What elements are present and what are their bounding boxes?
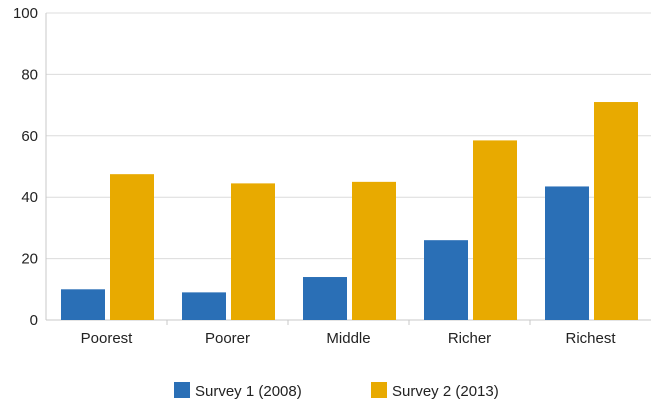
- y-tick-label: 80: [21, 66, 38, 83]
- axis-labels: 0 20 40 60 80 100 Poorest Poorer Middle Richer Ric…: [13, 5, 616, 347]
- x-tick-label: Richest: [565, 330, 616, 347]
- legend-swatch: [174, 382, 190, 398]
- y-tick-label: 60: [21, 128, 38, 145]
- legend: Survey 1 (2008) Survey 2 (2013): [174, 382, 499, 400]
- bar-poorest-series-2: [110, 174, 154, 320]
- bar-poorest-series-1: [61, 289, 105, 320]
- bar-richer-series-1: [424, 240, 468, 320]
- y-tick-label: 20: [21, 251, 38, 268]
- legend-label: Survey 2 (2013): [392, 383, 499, 400]
- bar-richer-series-2: [473, 140, 517, 320]
- y-tick-label: 40: [21, 189, 38, 206]
- y-tick-label: 0: [30, 312, 38, 329]
- legend-item-series-2[interactable]: Survey 2 (2013): [371, 382, 499, 400]
- bar-middle-series-1: [303, 277, 347, 320]
- bar-poorer-series-1: [182, 292, 226, 320]
- bar-richest-series-2: [594, 102, 638, 320]
- bar-richest-series-1: [545, 186, 589, 320]
- legend-label: Survey 1 (2008): [195, 383, 302, 400]
- x-tick-label: Richer: [448, 330, 491, 347]
- x-tick-label: Poorer: [205, 330, 250, 347]
- x-tick-label: Middle: [326, 330, 370, 347]
- bar-poorer-series-2: [231, 183, 275, 320]
- y-tick-label: 100: [13, 5, 38, 22]
- x-tick-label: Poorest: [81, 330, 134, 347]
- bar-middle-series-2: [352, 181, 396, 320]
- legend-swatch: [371, 382, 387, 398]
- legend-item-series-1[interactable]: Survey 1 (2008): [174, 382, 302, 400]
- bars: [61, 102, 638, 320]
